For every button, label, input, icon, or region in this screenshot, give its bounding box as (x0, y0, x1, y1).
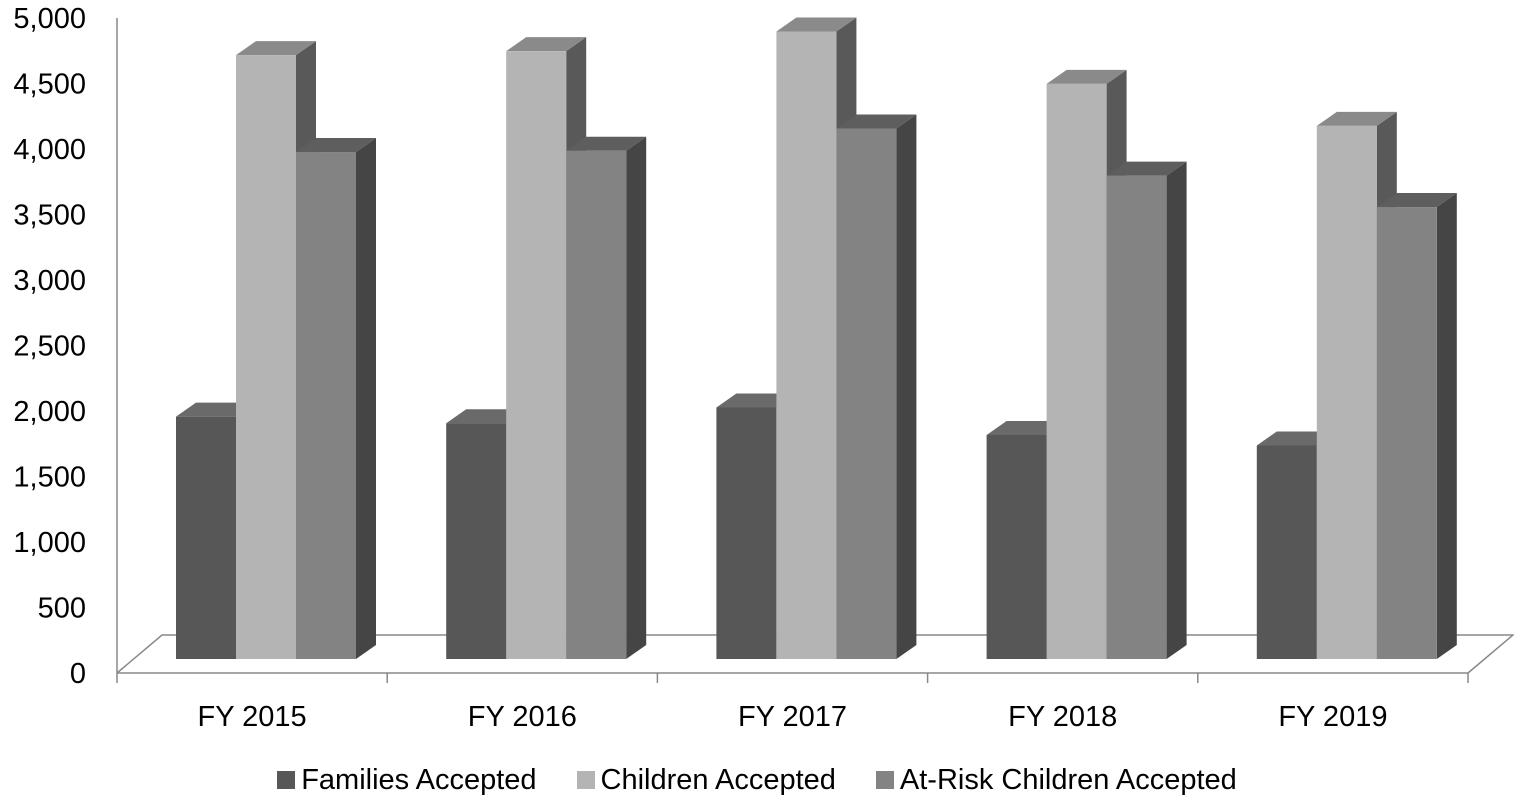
bar (176, 416, 236, 659)
bar-side (1436, 193, 1457, 660)
bar-top (1106, 161, 1187, 176)
y-tick-label: 3,000 (13, 265, 86, 297)
legend-label-children: Children Accepted (600, 763, 836, 796)
legend-swatch-families (277, 771, 296, 789)
bar (1256, 445, 1317, 659)
bar-top (1316, 111, 1397, 126)
x-tick-label: FY 2018 (1008, 701, 1117, 733)
bar (716, 407, 777, 659)
bar (446, 423, 507, 659)
bar-top (296, 138, 376, 153)
legend-item-families: Families Accepted (277, 763, 537, 797)
bar (1376, 207, 1437, 660)
legend-item-children: Children Accepted (576, 763, 836, 797)
x-tick-label: FY 2019 (1278, 701, 1387, 733)
bar (566, 150, 627, 659)
bar-top (776, 17, 857, 32)
bar (1106, 175, 1167, 660)
x-tick-label: FY 2016 (468, 701, 577, 733)
y-tick-label: 2,500 (13, 331, 86, 363)
legend-item-at-risk: At-Risk Children Accepted (875, 763, 1237, 797)
bar-top (236, 41, 316, 56)
y-tick-label: 2,000 (13, 396, 86, 428)
legend: Families Accepted Children Accepted At-R… (0, 758, 1514, 802)
y-tick-label: 4,000 (13, 134, 86, 166)
bar-top (506, 37, 587, 52)
legend-swatch-children (576, 771, 595, 789)
bar (1316, 125, 1377, 659)
y-tick-label: 5,000 (13, 3, 86, 35)
bar-top (1046, 69, 1127, 84)
bar-top (836, 114, 917, 129)
bar (1046, 83, 1107, 659)
x-tick-label: FY 2017 (738, 701, 847, 733)
bar (776, 31, 837, 659)
bar-side (1166, 161, 1187, 660)
bar-side (626, 136, 647, 660)
bar-top (566, 136, 647, 151)
x-tick-label: FY 2015 (198, 701, 307, 733)
bar (836, 128, 897, 659)
bar-side (896, 114, 917, 659)
y-tick-label: 1,500 (13, 462, 86, 494)
y-tick-label: 1,000 (13, 527, 86, 559)
bar (986, 434, 1047, 659)
legend-label-families: Families Accepted (301, 763, 537, 796)
legend-label-at-risk: At-Risk Children Accepted (899, 763, 1237, 796)
bar (296, 152, 356, 659)
y-tick-label: 500 (38, 593, 86, 625)
legend-swatch-at-risk (875, 771, 894, 789)
y-tick-label: 4,500 (13, 69, 86, 101)
y-tick-label: 0 (70, 658, 86, 690)
y-tick-label: 3,500 (13, 200, 86, 232)
bar (506, 51, 567, 660)
bar-top (1376, 193, 1457, 208)
bar-side (356, 138, 376, 659)
bar (236, 55, 296, 659)
